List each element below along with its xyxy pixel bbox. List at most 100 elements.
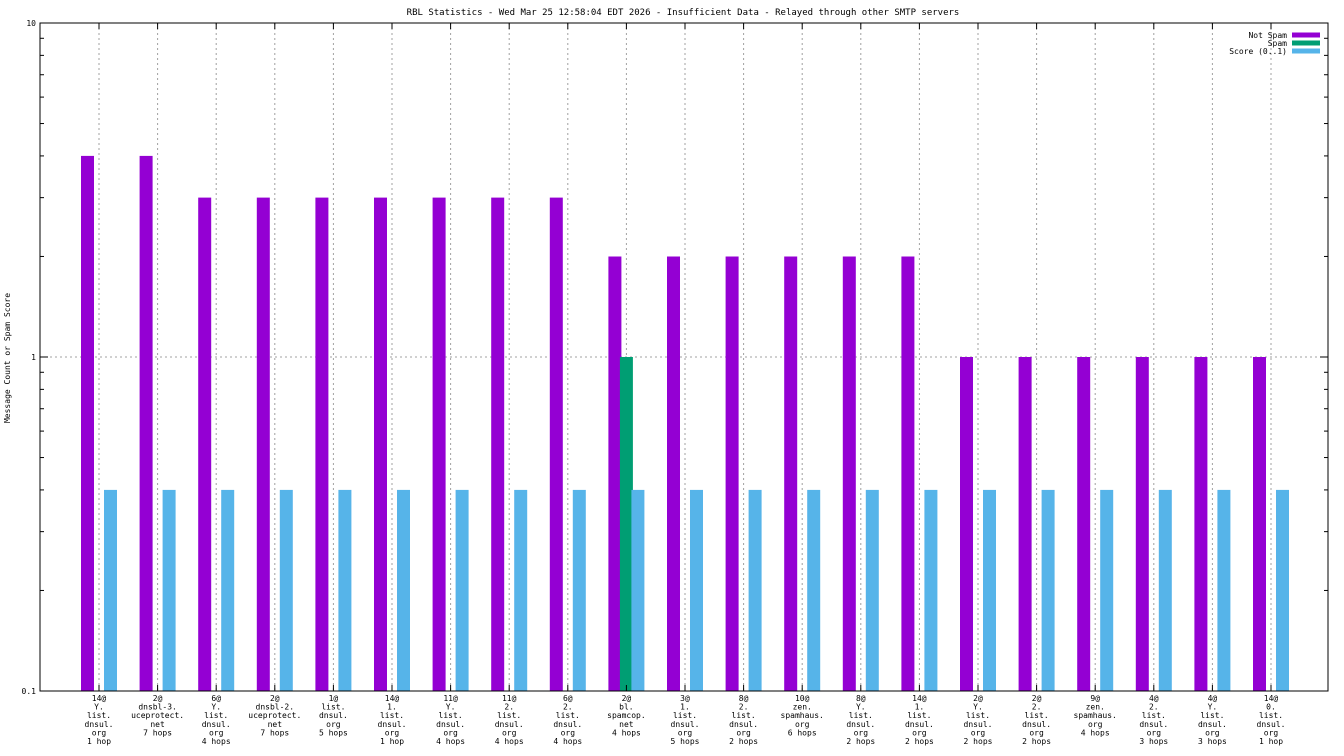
bar-not-spam: [1194, 357, 1208, 691]
category-label-line: net: [150, 720, 165, 729]
bar-spam: [619, 357, 633, 691]
category-label-line: spamhaus.: [781, 711, 824, 720]
bar-not-spam: [139, 155, 153, 691]
category-label-line: Y.: [211, 703, 221, 712]
category-label-line: 2.: [1032, 703, 1042, 712]
category-label-line: org: [971, 728, 986, 737]
bar-score-0-1: [748, 489, 762, 691]
category-label: 14@ 0. list. dnsul. org 1 hop: [1257, 694, 1286, 746]
category-label-line: list.: [1142, 711, 1166, 720]
category-label-line: 4@: [1149, 694, 1159, 703]
bar-score-0-1: [514, 489, 528, 691]
legend-label: Spam: [1268, 39, 1287, 48]
category-label-line: uceprotect.: [248, 711, 301, 720]
y-tick-label: 1: [31, 353, 36, 362]
category-label-line: 2 hops: [846, 737, 875, 746]
category-label-line: Y.: [856, 703, 866, 712]
category-label: 2@ Y. list. dnsul. org 2 hops: [964, 694, 993, 746]
bar-not-spam: [374, 197, 387, 691]
category-label: 14@ Y. list. dnsul. org 1 hop: [85, 694, 114, 746]
category-label-line: Y.: [94, 703, 104, 712]
category-label-line: list.: [321, 703, 345, 712]
category-label-line: 2 hops: [1022, 737, 1051, 746]
category-label-line: list.: [497, 711, 521, 720]
category-label-line: org: [443, 728, 458, 737]
category-label-line: 7 hops: [260, 728, 289, 737]
legend-swatch: [1292, 48, 1320, 54]
bar-not-spam: [608, 256, 622, 691]
category-label-line: 11@: [443, 694, 458, 703]
category-label: 1@ list. dnsul. org 5 hops: [319, 694, 348, 737]
category-label-line: 1 hop: [1259, 737, 1283, 746]
category-label: 11@ Y. list. dnsul. org 4 hops: [436, 694, 465, 746]
category-label-line: org: [1029, 728, 1044, 737]
category-label-line: 4 hops: [495, 737, 524, 746]
category-label-line: list.: [87, 711, 111, 720]
category-label-line: dnsul.: [671, 720, 700, 729]
bar-score-0-1: [1276, 489, 1289, 691]
category-label-line: org: [795, 720, 810, 729]
bar-score-0-1: [572, 489, 586, 691]
category-label-line: spamcop.: [607, 711, 646, 720]
category-label-line: org: [502, 728, 517, 737]
category-label-line: uceprotect.: [131, 711, 184, 720]
category-label-line: 2 hops: [905, 737, 934, 746]
category-label-line: 4 hops: [612, 728, 641, 737]
category-label-line: list.: [1259, 711, 1283, 720]
bar-score-0-1: [104, 489, 117, 691]
category-label-line: 2 hops: [729, 737, 758, 746]
category-label-line: dnsul.: [553, 720, 582, 729]
category-label-line: 2.: [563, 703, 573, 712]
category-label-line: 2@: [622, 694, 632, 703]
category-label-line: 3 hops: [1198, 737, 1227, 746]
category-label-line: 14@: [385, 694, 400, 703]
bar-score-0-1: [221, 489, 235, 691]
category-label-line: 3@: [680, 694, 690, 703]
category-label: 6@ Y. list. dnsul. org 4 hops: [202, 694, 231, 746]
category-label-line: 1.: [680, 703, 690, 712]
category-label: 9@ zen. spamhaus. org 4 hops: [1074, 694, 1117, 737]
category-label-line: 0.: [1266, 703, 1276, 712]
bars: [81, 155, 1289, 691]
category-label-line: 10@: [795, 694, 810, 703]
category-label-line: org: [326, 720, 341, 729]
bar-score-0-1: [924, 489, 938, 691]
category-label-line: list.: [849, 711, 873, 720]
category-label-line: dnsul.: [729, 720, 758, 729]
category-label-line: list.: [1025, 711, 1049, 720]
category-label-line: dnsul.: [319, 711, 348, 720]
category-label: 8@ Y. list. dnsul. org 2 hops: [846, 694, 875, 746]
category-label-line: 11@: [502, 694, 517, 703]
category-label-line: 6@: [563, 694, 573, 703]
category-label-line: dnsbl-3.: [138, 703, 177, 712]
category-label-line: 4 hops: [553, 737, 582, 746]
category-label-line: 14@: [912, 694, 927, 703]
legend-label: Not Spam: [1248, 31, 1287, 40]
category-label-line: 5 hops: [671, 737, 700, 746]
category-label: 11@ 2. list. dnsul. org 4 hops: [495, 694, 524, 746]
bar-not-spam: [256, 197, 270, 691]
category-label-line: dnsbl-2.: [256, 703, 295, 712]
category-label-line: list.: [204, 711, 228, 720]
category-label-line: org: [385, 728, 400, 737]
category-label-line: org: [678, 728, 693, 737]
category-label: 2@ dnsbl-3. uceprotect. net 7 hops: [131, 694, 184, 737]
category-label-line: list.: [732, 711, 756, 720]
category-label-line: org: [912, 728, 927, 737]
bar-score-0-1: [631, 489, 645, 691]
category-label-line: Y.: [1208, 703, 1218, 712]
category-label-line: dnsul.: [846, 720, 875, 729]
category-label-line: 9@: [1090, 694, 1100, 703]
bar-score-0-1: [1158, 489, 1172, 691]
bar-score-0-1: [1041, 489, 1055, 691]
category-label-line: 4 hops: [1081, 728, 1110, 737]
category-label-line: dnsul.: [378, 720, 407, 729]
category-label-line: dnsul.: [1139, 720, 1168, 729]
category-label-line: dnsul.: [964, 720, 993, 729]
category-label-line: list.: [556, 711, 580, 720]
bar-not-spam: [1018, 357, 1032, 691]
bar-score-0-1: [983, 489, 996, 691]
